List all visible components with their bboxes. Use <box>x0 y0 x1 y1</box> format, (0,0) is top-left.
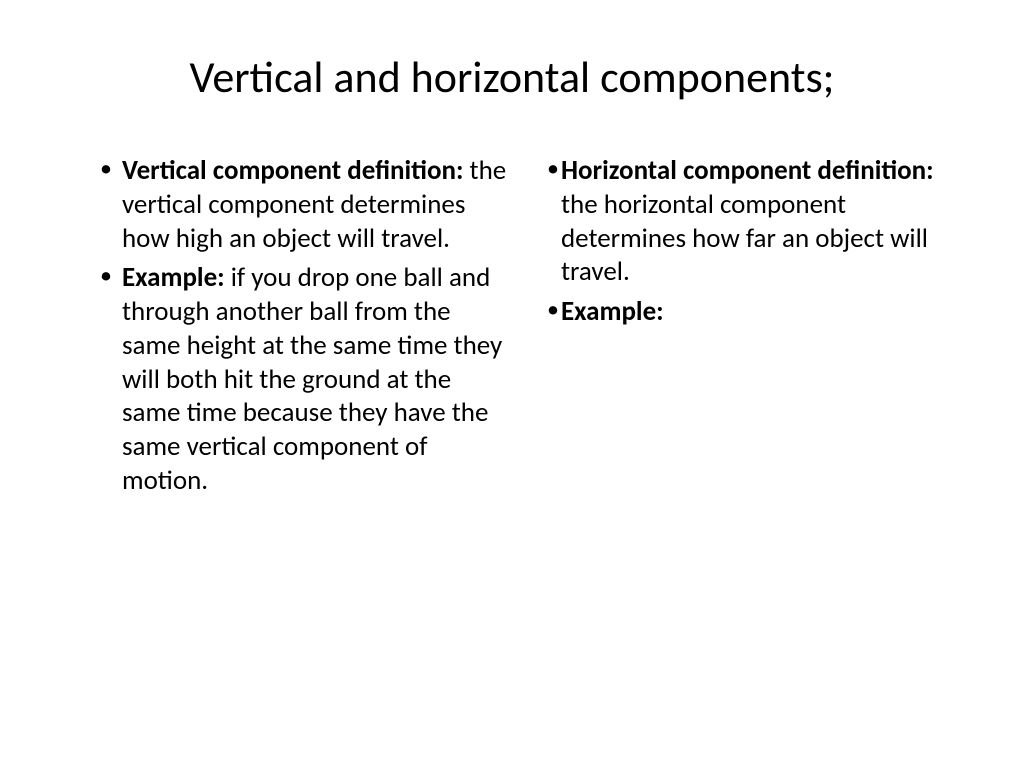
left-term-definition: Vertical component definition: <box>122 154 463 187</box>
left-column: Vertical component definition: the verti… <box>70 154 507 504</box>
left-body-example: if you drop one ball and through another… <box>122 261 502 497</box>
left-term-example: Example: <box>122 261 225 294</box>
left-list: Vertical component definition: the verti… <box>100 154 507 498</box>
right-body-definition: the horizontal component determines how … <box>561 188 928 289</box>
right-list: Horizontal component definition: the hor… <box>547 154 954 329</box>
right-term-example: Example: <box>561 295 664 328</box>
right-item-example: Example: <box>547 295 954 329</box>
right-column: Horizontal component definition: the hor… <box>547 154 954 504</box>
right-item-definition: Horizontal component definition: the hor… <box>547 154 954 289</box>
slide: Vertical and horizontal components; Vert… <box>0 0 1024 768</box>
content-columns: Vertical component definition: the verti… <box>70 154 954 504</box>
left-item-example: Example: if you drop one ball and throug… <box>100 261 507 497</box>
right-term-definition: Horizontal component definition: <box>561 154 934 187</box>
slide-title: Vertical and horizontal components; <box>70 50 954 104</box>
left-item-definition: Vertical component definition: the verti… <box>100 154 507 255</box>
